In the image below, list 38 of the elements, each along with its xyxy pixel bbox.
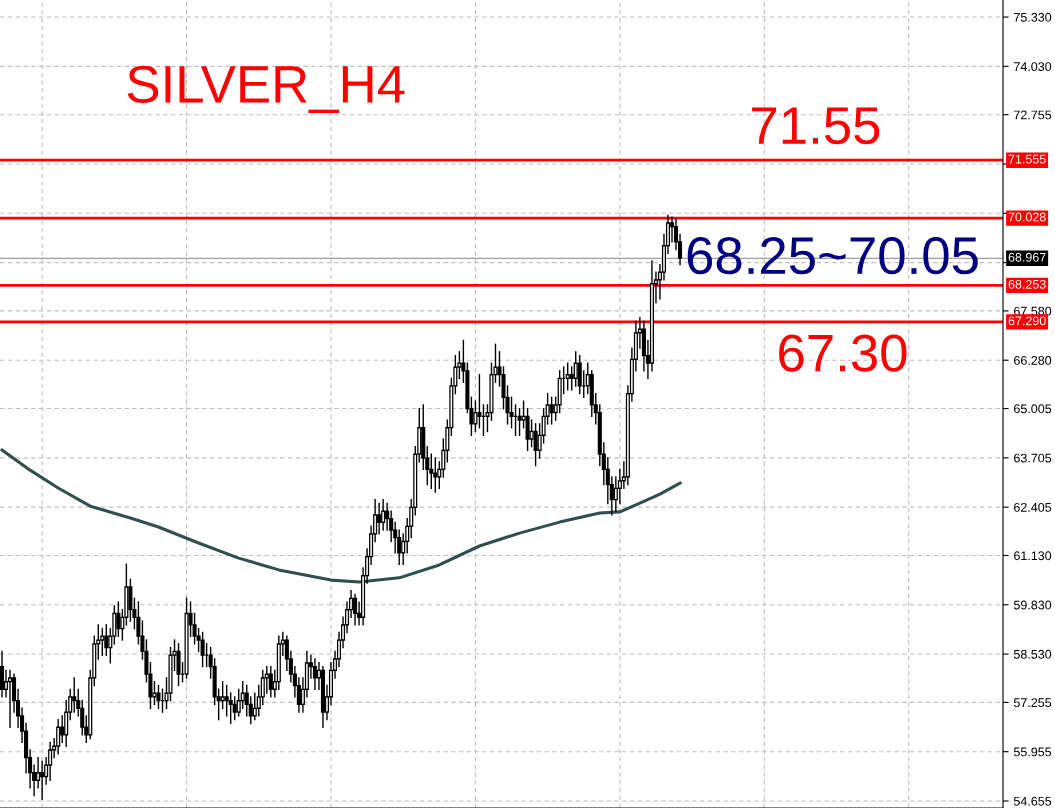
y-tick-label: 67.580 bbox=[1014, 306, 1052, 316]
y-tick-label: 74.030 bbox=[1014, 62, 1052, 72]
y-tick-label: 62.405 bbox=[1014, 502, 1052, 512]
y-tick-label: 55.955 bbox=[1013, 747, 1052, 757]
annotation: 68.25~70.05 bbox=[687, 236, 978, 275]
y-tick-label: 63.705 bbox=[1014, 453, 1052, 463]
line-series bbox=[0, 448, 682, 584]
candlestick bbox=[320, 665, 325, 728]
candlestick bbox=[48, 741, 53, 782]
candlestick bbox=[389, 510, 394, 543]
y-tick-label: 75.330 bbox=[1014, 12, 1052, 22]
annotation: 67.30 bbox=[779, 334, 907, 372]
y-tick-label: 65.005 bbox=[1014, 404, 1052, 414]
candlestick bbox=[56, 718, 61, 755]
annotation: 71.55 bbox=[752, 107, 880, 145]
y-tick-label: 72.755 bbox=[1014, 110, 1052, 120]
candlestick bbox=[617, 468, 622, 505]
y-tick-label: 57.255 bbox=[1013, 698, 1052, 708]
y-tick-label: 54.655 bbox=[1013, 796, 1052, 806]
y-tick-label: 58.530 bbox=[1013, 649, 1052, 659]
ref-line-label: 68.967 bbox=[1008, 252, 1046, 262]
text: SILVER_H4 bbox=[127, 65, 405, 114]
ref-line-label: 68.253 bbox=[1008, 279, 1046, 289]
candlestick bbox=[605, 457, 610, 505]
ref-line-label: 67.290 bbox=[1008, 316, 1046, 326]
candlestick bbox=[641, 320, 646, 372]
y-tick-label: 61.130 bbox=[1014, 551, 1052, 561]
ref-line-label: 71.555 bbox=[1008, 154, 1046, 164]
candlestick bbox=[276, 635, 281, 691]
y-tick-label: 66.280 bbox=[1014, 356, 1052, 365]
ref-line-label: 70.028 bbox=[1008, 212, 1046, 222]
candlestick bbox=[284, 635, 289, 672]
candlestick bbox=[0, 650, 5, 698]
candlestick bbox=[381, 499, 386, 531]
y-tick-label: 59.830 bbox=[1013, 600, 1052, 610]
candlestick bbox=[312, 658, 317, 691]
candlestick bbox=[353, 593, 358, 626]
candlestick bbox=[296, 677, 301, 713]
